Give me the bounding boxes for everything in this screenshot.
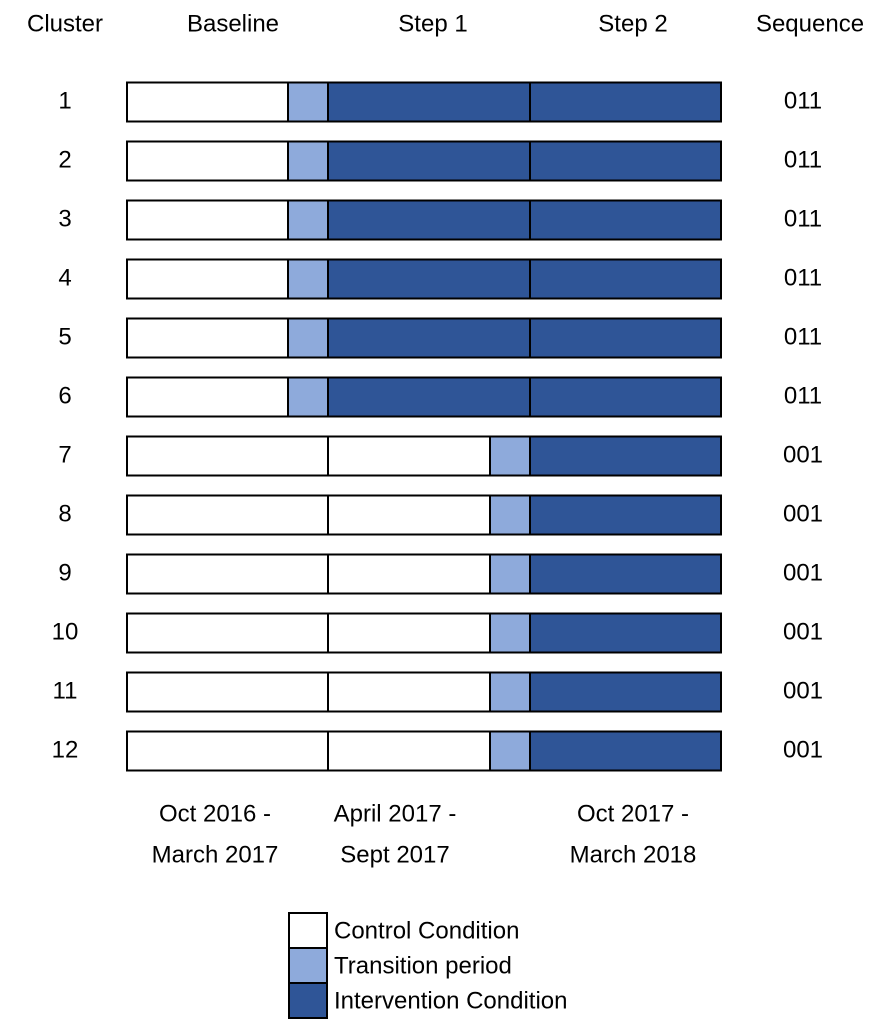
intervention-segment [327,317,531,359]
transition-segment [489,671,531,713]
intervention-segment [529,81,722,123]
cluster-label: 3 [58,205,71,232]
period-date: April 2017 - [334,800,457,827]
control-segment [126,553,329,595]
intervention-segment [327,81,531,123]
period-date: Oct 2017 - [577,800,689,827]
intervention-segment [529,730,722,772]
transition-segment [287,199,329,241]
cluster-label: 1 [58,87,71,114]
intervention-segment [327,199,531,241]
intervention-segment [529,612,722,654]
cluster-header: Cluster [27,10,103,37]
period-date: March 2017 [152,841,279,868]
control-segment [327,671,491,713]
sequence-label: 001 [783,559,823,586]
legend-swatch-control [288,912,328,949]
intervention-segment [529,435,722,477]
intervention-segment [327,376,531,418]
intervention-segment [529,553,722,595]
cluster-label: 5 [58,323,71,350]
sequence-header: Sequence [756,10,864,37]
control-segment [126,435,329,477]
transition-segment [489,612,531,654]
intervention-segment [529,671,722,713]
cluster-label: 4 [58,264,71,291]
control-segment [126,376,289,418]
sequence-label: 001 [783,500,823,527]
sequence-label: 011 [784,87,822,114]
control-segment [126,199,289,241]
sequence-label: 001 [783,736,823,763]
cluster-label: 10 [52,618,79,645]
control-segment [327,494,491,536]
sequence-label: 001 [783,677,823,704]
intervention-segment [529,199,722,241]
control-segment [126,258,289,300]
control-segment [126,140,289,182]
legend-swatch-intervention [288,982,328,1019]
sequence-label: 011 [784,382,822,409]
period-header: Step 1 [398,10,467,37]
intervention-segment [529,317,722,359]
cluster-label: 12 [52,736,79,763]
transition-segment [489,435,531,477]
control-segment [126,494,329,536]
transition-segment [287,140,329,182]
control-segment [327,553,491,595]
sequence-label: 011 [784,323,822,350]
legend-label: Control Condition [334,917,519,944]
intervention-segment [529,494,722,536]
legend-label: Transition period [334,952,512,979]
legend-label: Intervention Condition [334,987,567,1014]
control-segment [126,671,329,713]
period-date: Oct 2016 - [159,800,271,827]
intervention-segment [529,140,722,182]
period-header: Step 2 [598,10,667,37]
transition-segment [287,317,329,359]
cluster-label: 7 [58,441,71,468]
control-segment [126,81,289,123]
legend-swatch-transition [288,947,328,984]
sequence-label: 011 [784,205,822,232]
transition-segment [287,258,329,300]
sequence-label: 001 [783,441,823,468]
control-segment [327,730,491,772]
control-segment [126,612,329,654]
transition-segment [489,553,531,595]
control-segment [126,730,329,772]
control-segment [126,317,289,359]
cluster-label: 2 [58,146,71,173]
sequence-label: 001 [783,618,823,645]
transition-segment [489,494,531,536]
sequence-label: 011 [784,264,822,291]
intervention-segment [327,140,531,182]
period-date: March 2018 [570,841,697,868]
transition-segment [489,730,531,772]
control-segment [327,435,491,477]
sequence-label: 011 [784,146,822,173]
intervention-segment [529,376,722,418]
cluster-label: 6 [58,382,71,409]
transition-segment [287,376,329,418]
period-date: Sept 2017 [340,841,449,868]
intervention-segment [327,258,531,300]
control-segment [327,612,491,654]
cluster-label: 11 [53,677,78,704]
cluster-label: 8 [58,500,71,527]
intervention-segment [529,258,722,300]
cluster-label: 9 [58,559,71,586]
transition-segment [287,81,329,123]
period-header: Baseline [187,10,279,37]
